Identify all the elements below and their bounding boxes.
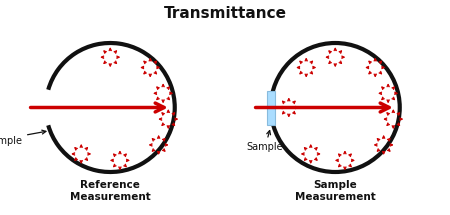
Text: Reference
Measurement: Reference Measurement [70, 180, 151, 202]
Text: Sample
Measurement: Sample Measurement [295, 180, 376, 202]
Bar [267, 91, 275, 124]
Text: Transmittance: Transmittance [163, 6, 287, 21]
Text: No Sample: No Sample [0, 130, 46, 146]
Text: Sample: Sample [247, 131, 284, 152]
